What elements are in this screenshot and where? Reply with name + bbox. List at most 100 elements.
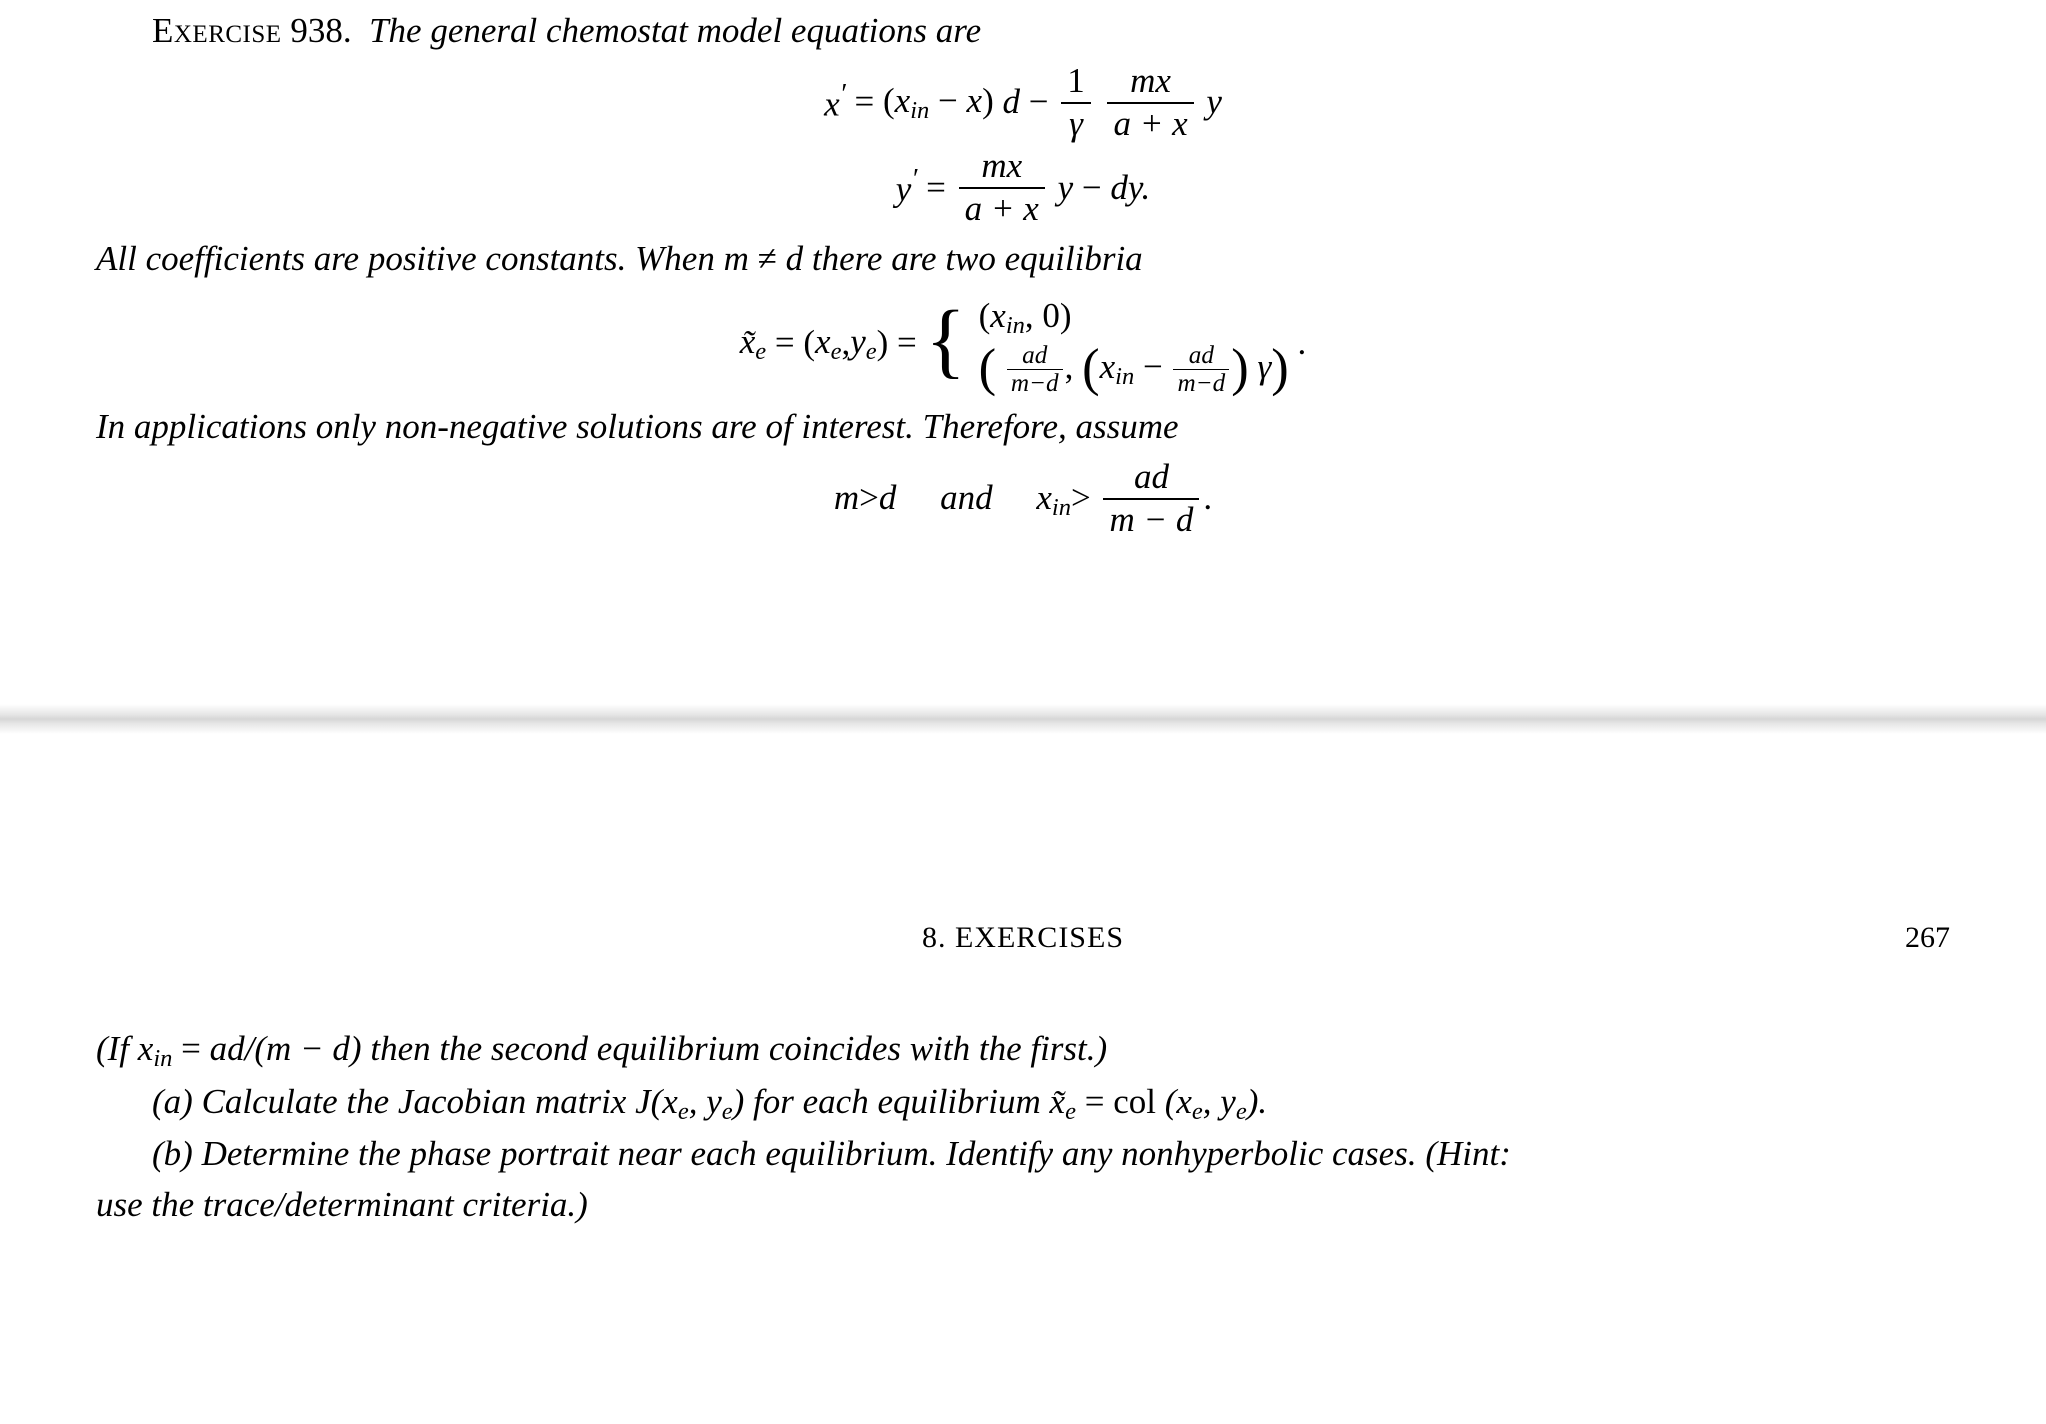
eq1-y: y: [1206, 77, 1222, 128]
exercise-continued: (If xin = ad/(m − d) then the second equ…: [96, 1024, 1950, 1231]
a-xe-s: e: [678, 1098, 689, 1125]
eq2-prime: ′: [911, 164, 917, 195]
a-rp: ): [733, 1082, 745, 1121]
coeff-text1: All coefficients are positive constants.…: [96, 239, 724, 278]
b-t1: Determine the phase portrait near each e…: [193, 1134, 1511, 1173]
assume-ad: ad: [1103, 459, 1199, 500]
equil-ye: y: [850, 322, 866, 361]
equation-xprime: x′ = (xin − x) d − 1 γ mx a + x y: [96, 63, 1950, 143]
eq1-frac2: mx a + x: [1107, 63, 1193, 143]
r1-c: , 0: [1025, 296, 1060, 335]
eq1-eq: =: [855, 77, 875, 128]
r2-gamma: γ: [1258, 347, 1272, 386]
r2-xin: x: [1100, 347, 1116, 386]
eq2-y2: y: [1058, 163, 1074, 214]
a-c: ,: [689, 1082, 707, 1121]
equil-comma: ,: [841, 318, 850, 369]
a-t1: Calculate the Jacobian matrix J: [193, 1082, 651, 1121]
r2-f1-num: ad: [1007, 343, 1063, 370]
part-b-line2: use the trace/determinant criteria.): [96, 1180, 1950, 1231]
a-xe: x: [662, 1082, 678, 1121]
r2-f2-den: m−d: [1173, 370, 1229, 396]
a-c2: ,: [1203, 1082, 1221, 1121]
cases-column: (xin, 0) ( ad m−d , (xin − ad m−d ) γ): [979, 291, 1289, 397]
exercise-block: Exercise 938. The general chemostat mode…: [96, 6, 1950, 545]
if-note: (If xin = ad/(m − d) then the second equ…: [96, 1024, 1950, 1077]
assume-gt: >: [859, 473, 879, 524]
eq2-frac-num: mx: [959, 148, 1045, 189]
eq1-xin-sub: in: [910, 97, 929, 124]
a-ye: y: [706, 1082, 722, 1121]
a-ye2-s: e: [1236, 1098, 1247, 1125]
a-col: col: [1113, 1082, 1156, 1121]
a-lp: (: [651, 1082, 663, 1121]
a-eq: =: [1076, 1082, 1113, 1121]
equil-xe-s: e: [831, 338, 842, 365]
ifn-a: (If: [96, 1029, 138, 1068]
eq2-eq: =: [926, 163, 946, 214]
equation-yprime: y′ = mx a + x y − dy.: [96, 148, 1950, 228]
eq2-frac: mx a + x: [959, 148, 1045, 228]
eq1-x: x: [824, 84, 840, 123]
page-root: Exercise 938. The general chemostat mode…: [0, 0, 2046, 1424]
eq1-prime: ′: [840, 79, 846, 110]
a-xe2: x: [1176, 1082, 1192, 1121]
ifn-expr: ad/(m − d): [210, 1029, 362, 1068]
ifn-b: then the second equilibrium coincides wi…: [362, 1029, 1108, 1068]
equil-eq1: = (: [775, 318, 815, 369]
case-row-1: (xin, 0): [979, 292, 1072, 342]
b-t2: use the trace/determinant criteria.): [96, 1185, 588, 1224]
eq2-minus: −: [1082, 163, 1102, 214]
eq1-frac1-den: γ: [1061, 104, 1091, 143]
eq2-frac-den: a + x: [959, 189, 1045, 228]
r1-rp: ): [1060, 296, 1072, 335]
eq1-minus: −: [929, 81, 966, 120]
b-label: (b): [152, 1134, 193, 1173]
r2-xin-s: in: [1115, 363, 1134, 390]
a-xt: x̃: [1050, 1082, 1066, 1121]
r2-frac1: ad m−d: [1007, 343, 1063, 396]
assume-dot: .: [1203, 473, 1212, 524]
assume-gt2: >: [1071, 473, 1091, 524]
r2-f2-num: ad: [1173, 343, 1229, 370]
eq2-dy: dy.: [1110, 163, 1150, 214]
case-row-2: ( ad m−d , (xin − ad m−d ) γ): [979, 343, 1289, 397]
eq1-d: d: [1002, 82, 1020, 121]
r1-lp: (: [979, 296, 991, 335]
equil-rp: ): [877, 318, 889, 369]
r1-sub: in: [1006, 313, 1025, 340]
r1-x: x: [990, 296, 1006, 335]
eq1-frac2-num: mx: [1107, 63, 1193, 104]
eq1-frac2-den: a + x: [1107, 104, 1193, 143]
part-a: (a) Calculate the Jacobian matrix J(xe, …: [96, 1077, 1950, 1130]
applications-text: In applications only non-negative soluti…: [96, 402, 1950, 453]
ifn-sub: in: [153, 1045, 172, 1072]
equil-lhs: x̃e: [740, 317, 766, 370]
coeff-text2: there are two equilibria: [803, 239, 1143, 278]
assume-m: m: [834, 473, 859, 524]
assume-frac: ad m − d: [1103, 459, 1199, 539]
eq1-lhs: x′: [824, 75, 846, 130]
a-rp2: ).: [1247, 1082, 1267, 1121]
header-title: 8. EXERCISES: [176, 916, 1870, 960]
assume-xin-s: in: [1052, 494, 1071, 521]
assume-display: m > d and xin > ad m − d .: [96, 459, 1950, 539]
r2-minus: −: [1134, 347, 1171, 386]
exercise-number: 938.: [290, 11, 351, 50]
header-spacer: [96, 916, 176, 960]
a-label: (a): [152, 1082, 193, 1121]
page-number: 267: [1870, 916, 1950, 960]
coeff-sentence: All coefficients are positive constants.…: [96, 234, 1950, 285]
equil-eq2: =: [897, 318, 917, 369]
eq2-lhs: y′: [896, 160, 918, 215]
eq1-frac1-num: 1: [1061, 63, 1091, 104]
eq1-xin: x: [895, 81, 911, 120]
coeff-m: m: [724, 239, 749, 278]
ifn-x: x: [138, 1029, 154, 1068]
equil-xe: x: [815, 322, 831, 361]
assume-and: and: [940, 473, 993, 524]
eq1-minus2: −: [1029, 77, 1049, 128]
assume-d: d: [879, 473, 897, 524]
a-xe2-s: e: [1192, 1098, 1203, 1125]
r2-frac2: ad m−d: [1173, 343, 1229, 396]
